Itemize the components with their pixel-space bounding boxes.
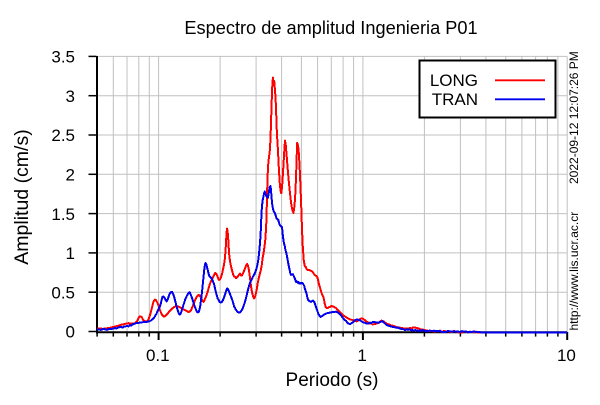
svg-text:2022-09-12 12:07:26 PM: 2022-09-12 12:07:26 PM [567,51,581,184]
svg-text:0.1: 0.1 [146,346,170,365]
svg-text:Espectro de amplitud Ingenieri: Espectro de amplitud Ingenieria P01 [184,18,477,38]
svg-text:http://www.lis.ucr.ac.cr: http://www.lis.ucr.ac.cr [567,212,581,331]
svg-text:Periodo (s): Periodo (s) [286,370,379,391]
svg-text:3.5: 3.5 [51,48,75,67]
svg-text:1: 1 [66,244,75,263]
svg-text:2.5: 2.5 [51,126,75,145]
svg-text:1: 1 [357,346,366,365]
svg-text:0.5: 0.5 [51,283,75,302]
svg-text:1.5: 1.5 [51,205,75,224]
svg-text:3: 3 [66,87,75,106]
svg-text:10: 10 [557,346,576,365]
svg-text:0: 0 [66,323,75,342]
svg-text:TRAN: TRAN [432,90,478,109]
svg-text:LONG: LONG [430,71,478,90]
svg-text:2: 2 [66,166,75,185]
svg-text:Amplitud (cm/s): Amplitud (cm/s) [11,129,33,264]
